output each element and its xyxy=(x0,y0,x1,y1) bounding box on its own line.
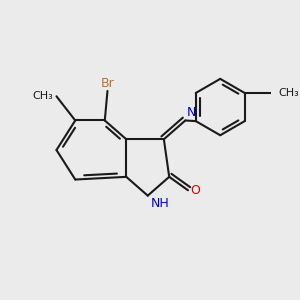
Text: N: N xyxy=(187,106,196,119)
Text: Br: Br xyxy=(100,76,114,90)
Text: NH: NH xyxy=(151,197,170,210)
Text: CH₃: CH₃ xyxy=(32,91,53,101)
Text: O: O xyxy=(190,184,200,197)
Text: CH₃: CH₃ xyxy=(278,88,299,98)
